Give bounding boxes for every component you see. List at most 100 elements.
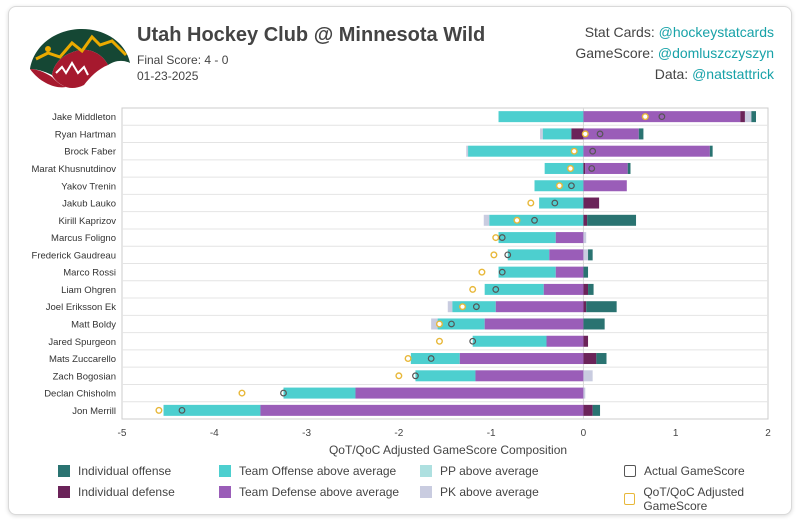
chart-title: Utah Hockey Club @ Minnesota Wild	[137, 24, 486, 46]
actual-gamescore-marker	[504, 251, 512, 259]
x-tick-label: 1	[673, 428, 679, 439]
bar-segment-pk	[466, 145, 469, 157]
bar-segment-team-def	[583, 180, 627, 192]
player-name-label: Kirill Kaprizov	[58, 216, 116, 227]
bar-segment-ind-off	[587, 214, 637, 226]
bar-segment-ind-def	[583, 197, 600, 209]
player-name-label: Jakub Lauko	[62, 199, 116, 210]
bar-segment-ind-off	[709, 145, 713, 157]
adjusted-gamescore-marker	[478, 268, 486, 276]
bar-segment-team-def	[549, 249, 584, 261]
game-date: 01-23-2025	[137, 69, 199, 83]
bar-segment-ind-def	[583, 283, 589, 295]
player-name-label: Ryan Hartman	[55, 129, 116, 140]
bar-segment-ind-def	[583, 404, 593, 416]
actual-gamescore-marker	[469, 337, 477, 345]
actual-gamescore-marker	[531, 216, 538, 224]
adjusted-gamescore-marker	[527, 199, 535, 207]
actual-gamescore-marker	[498, 234, 506, 241]
x-tick-label: -5	[118, 428, 127, 439]
credit-link-hockeystatcards[interactable]: @hockeystatcards	[658, 24, 774, 40]
adjusted-gamescore-marker	[570, 147, 578, 155]
legend-swatch	[624, 465, 636, 477]
actual-gamescore-marker	[588, 165, 596, 172]
x-tick-label: -2	[394, 428, 403, 439]
bar-segment-pk	[583, 387, 586, 399]
legend-swatch	[219, 486, 231, 498]
bar-segment-ind-def	[740, 111, 745, 123]
actual-gamescore-marker	[427, 355, 435, 362]
player-name-label: Marat Khusnutdinov	[32, 164, 117, 175]
bar-segment-team-def	[459, 353, 584, 365]
player-name-label: Yakov Trenin	[61, 181, 116, 192]
adjusted-gamescore-marker	[555, 182, 563, 190]
legend-label: Team Offense above average	[239, 464, 397, 478]
legend-label: QoT/QoC Adjusted GameScore	[643, 485, 745, 513]
legend-swatch	[420, 465, 432, 477]
bar-segment-pk	[431, 318, 438, 330]
bar-segment-team-off	[283, 387, 356, 399]
legend-item-team-def: Team Defense above average	[219, 485, 399, 499]
bar-segment-team-off	[544, 162, 584, 174]
adjusted-gamescore-marker	[641, 113, 649, 121]
actual-gamescore-marker	[498, 268, 506, 276]
actual-gamescore-marker	[472, 303, 480, 311]
actual-gamescore-marker	[492, 286, 500, 293]
bar-segment-team-def	[555, 266, 584, 278]
player-name-label: Liam Ohgren	[61, 285, 116, 296]
bar-segment-team-off	[437, 318, 485, 330]
bar-segment-ind-off	[583, 318, 605, 330]
bar-segment-ind-def	[583, 335, 589, 347]
legend-item-adj: QoT/QoC Adjusted GameScore	[624, 485, 800, 513]
bar-segment-team-def	[555, 232, 584, 244]
legend-swatch	[58, 465, 70, 477]
adjusted-gamescore-marker	[513, 216, 521, 224]
legend-item-actual: Actual GameScore	[624, 464, 745, 478]
credit-line-stat-cards: Stat Cards: @hockeystatcards	[584, 24, 774, 40]
actual-gamescore-marker	[551, 199, 559, 207]
player-name-label: Zach Bogosian	[53, 371, 116, 382]
legend-item-ind-off: Individual offense	[58, 464, 171, 478]
bar-segment-ind-off	[588, 283, 594, 295]
bar-segment-pk	[447, 301, 453, 313]
legend-item-team-off: Team Offense above average	[219, 464, 396, 478]
actual-gamescore-marker	[448, 320, 455, 328]
bar-segment-pk	[583, 232, 587, 244]
bar-segment-pk	[583, 249, 589, 261]
adjusted-gamescore-marker	[567, 164, 575, 172]
bar-segment-ind-def	[583, 353, 597, 365]
credit-link-domluszczyszyn[interactable]: @domluszczyszyn	[657, 45, 774, 61]
bar-segment-team-def	[585, 162, 628, 174]
actual-gamescore-marker	[412, 372, 419, 380]
bar-segment-team-def	[583, 111, 741, 123]
player-name-label: Jared Spurgeon	[48, 337, 116, 348]
bar-segment-team-def	[355, 387, 584, 399]
adjusted-gamescore-marker	[238, 389, 246, 397]
bar-segment-ind-def	[571, 128, 584, 140]
adjusted-gamescore-marker	[492, 234, 500, 242]
legend-swatch	[58, 486, 70, 498]
bar-segment-team-def	[583, 145, 710, 157]
bar-segment-team-def	[260, 404, 584, 416]
legend-label: Actual GameScore	[644, 464, 745, 478]
bar-segment-ind-def	[583, 301, 587, 313]
bar-segment-team-off	[489, 214, 584, 226]
x-tick-label: 0	[581, 428, 587, 439]
bar-segment-pk	[483, 214, 490, 226]
x-tick-label: -3	[302, 428, 311, 439]
player-name-label: Matt Boldy	[71, 319, 116, 330]
x-tick-label: 2	[765, 428, 771, 439]
credit-link-natstattrick[interactable]: @natstattrick	[692, 66, 774, 82]
bar-segment-team-off	[163, 404, 261, 416]
bar-segment-ind-def	[583, 162, 586, 174]
bar-segment-team-off	[539, 197, 584, 209]
adjusted-gamescore-marker	[459, 303, 467, 311]
player-name-label: Frederick Gaudreau	[32, 250, 116, 261]
adjusted-gamescore-marker	[435, 337, 443, 345]
adjusted-gamescore-marker	[581, 130, 589, 138]
player-name-label: Marco Rossi	[63, 268, 116, 279]
adjusted-gamescore-marker	[435, 320, 443, 328]
legend-label: PK above average	[440, 485, 539, 499]
bar-segment-team-off	[468, 145, 584, 157]
